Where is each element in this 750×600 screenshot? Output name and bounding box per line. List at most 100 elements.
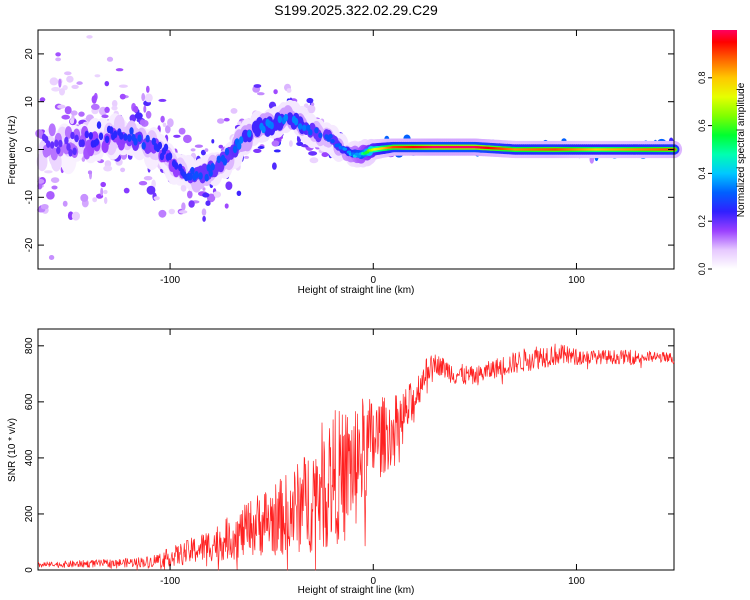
spectrogram-noise-cell: [253, 148, 262, 153]
spectrogram-noise-cell: [115, 68, 124, 72]
spectrogram-noise-cell: [133, 105, 139, 113]
spectrogram-ridge-cell: [66, 143, 71, 151]
spectrogram-y-tick-label: -10: [24, 190, 35, 205]
spectrogram-noise-cell: [153, 196, 160, 201]
spectrogram-noise-cell: [129, 114, 137, 123]
spectrogram-noise-cell: [273, 149, 281, 153]
spectrogram-noise-cell: [64, 106, 72, 115]
spectrogram-x-tick-label: 100: [568, 275, 585, 286]
spectrogram-noise-cell: [225, 181, 233, 190]
spectrogram-ridge-cell: [74, 134, 79, 143]
spectrogram-noise-cell: [55, 52, 61, 57]
spectrogram-ridge-cell: [330, 138, 335, 144]
spectrogram-ridge-cell: [232, 145, 238, 154]
spectrogram-y-axis: -20 -10 0 10 20: [24, 48, 674, 252]
colorbar-tick-label: 0.4: [697, 167, 707, 180]
spectrogram-noise-cell: [62, 200, 68, 207]
spectrogram-noise-cell: [146, 85, 150, 93]
chart-title: S199.2025.322.02.29.C29: [274, 2, 438, 18]
spectrogram-ridge-cell: [94, 138, 100, 146]
spectrogram-noise-cell: [143, 176, 153, 181]
spectrogram-ridge-cell: [356, 154, 362, 158]
spectrogram-noise-cell: [104, 106, 110, 113]
spectrogram-x-axis: -100 0 100: [160, 30, 585, 286]
spectrogram-noise-cell: [55, 57, 61, 62]
spectrogram-ridge-cell: [163, 143, 169, 152]
spectrogram-noise-cell: [91, 103, 100, 110]
spectrogram-noise-cell: [119, 93, 126, 100]
spectrogram-ridge-cell: [98, 132, 104, 141]
spectrogram-noise-cell: [167, 118, 174, 128]
spectrogram-noise-cell: [134, 112, 143, 120]
spectrogram-noise-cell: [272, 162, 277, 170]
spectrogram-noise-cell: [111, 100, 118, 108]
spectrogram-ridge-cell: [222, 158, 228, 166]
spectrogram-ridge-cell: [141, 142, 146, 150]
spectrogram-noise-cell: [181, 202, 186, 211]
spectrogram-ridge-cell: [174, 162, 179, 170]
snr-y-tick-label: 800: [24, 337, 35, 354]
spectrogram-noise-cell: [58, 78, 62, 88]
spectrogram-noise-cell: [145, 110, 152, 119]
spectrogram-ridge-cell: [210, 162, 215, 171]
spectrogram-noise-cell: [106, 56, 114, 62]
spectrogram-noise-cell: [230, 108, 238, 114]
spectrogram-ridge-cell: [157, 141, 163, 150]
spectrogram-noise-cell: [100, 187, 104, 196]
spectrogram-ridge-cell: [151, 137, 156, 146]
spectrogram-noise-cell: [205, 200, 211, 206]
spectrogram-ridge-cell: [159, 152, 165, 161]
colorbar-tick-label: 0.2: [697, 215, 707, 228]
spectrogram-noise-cell: [202, 192, 210, 198]
spectrogram-ridge-cell: [277, 115, 282, 124]
spectrogram-ridge-cell: [237, 142, 242, 150]
spectrogram-ridge-cell: [308, 129, 313, 136]
spectrogram-noise-cell: [308, 151, 318, 156]
spectrogram-ridge-cell: [269, 121, 274, 130]
snr-x-label: Height of straight line (km): [298, 585, 415, 596]
spectrogram-noise-cell: [59, 88, 65, 96]
spectrogram-noise-cell: [217, 118, 225, 124]
spectrogram-noise-cell: [37, 182, 43, 190]
spectrogram-ridge-cell: [342, 147, 347, 151]
spectrogram-noise-cell: [70, 110, 78, 116]
snr-y-tick-label: 600: [24, 393, 35, 410]
snr-x-axis: -100 0 100: [160, 329, 585, 587]
spectrogram-noise-cell: [194, 144, 203, 148]
spectrogram-ridge-cell: [302, 124, 307, 131]
spectrogram-ridge-cell: [224, 147, 230, 156]
spectrogram-noise-cell: [158, 209, 167, 218]
spectrogram-ridge-cell: [198, 172, 203, 180]
spectrogram-noise-cell: [50, 177, 60, 184]
spectrogram-noise-cell: [57, 104, 66, 109]
spectrogram-noise-cell: [204, 148, 209, 152]
spectrogram-ridge-cell: [208, 169, 213, 177]
spectrogram-noise-cell: [188, 200, 195, 208]
spectrogram-noise-cell: [139, 119, 146, 126]
spectrogram-noise-cell: [138, 181, 148, 186]
spectrogram-ridge-cell: [119, 132, 124, 140]
spectrogram-noise-cell: [111, 105, 118, 111]
spectrogram-heatmap: [35, 35, 683, 260]
spectrogram-noise-cell: [66, 75, 74, 83]
colorbar: 0.0 0.2 0.4 0.6 0.8 Normalized spectral ampl…: [697, 30, 747, 275]
spectrogram-noise-cell: [100, 181, 106, 188]
spectrogram-noise-cell: [286, 88, 292, 93]
spectrogram-ridge-cell: [96, 121, 102, 129]
spectrogram-noise-cell: [271, 140, 280, 147]
spectrogram-noise-cell: [183, 134, 192, 144]
spectrogram-noise-cell: [289, 140, 293, 147]
spectrogram-ridge-cell: [48, 123, 56, 137]
spectrogram-noise-cell: [118, 84, 128, 88]
colorbar-tick-label: 0.0: [697, 263, 707, 276]
spectrogram-ridge-cell: [109, 126, 114, 134]
snr-x-tick-label: -100: [160, 576, 180, 587]
spectrogram-noise-cell: [69, 118, 75, 125]
spectrogram-ridge-cell: [306, 124, 311, 131]
spectrogram-ridge-cell: [50, 147, 58, 161]
spectrogram-ridge-cell: [80, 139, 85, 147]
spectrogram-noise-cell: [123, 187, 130, 194]
spectrogram-ridge-cell: [54, 139, 59, 148]
spectrogram-ridge-cell: [145, 134, 150, 143]
